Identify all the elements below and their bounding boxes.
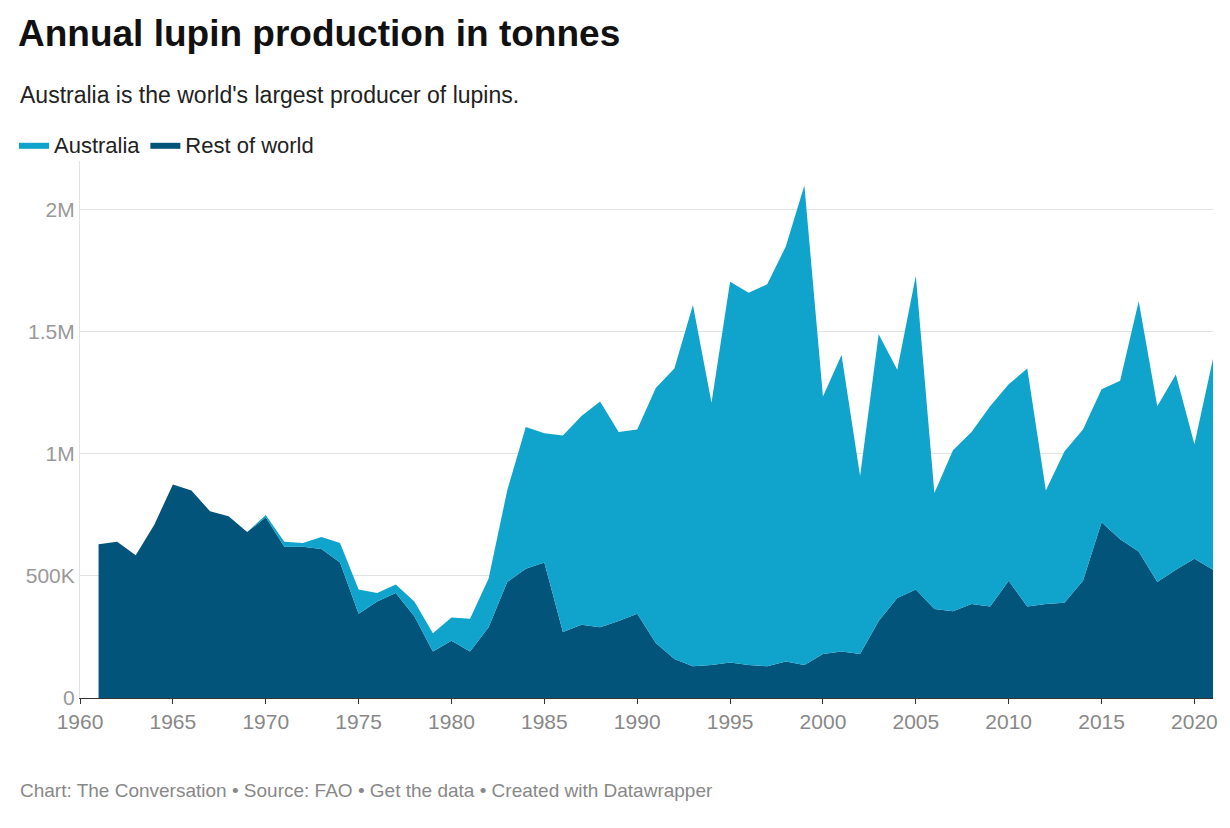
svg-text:1980: 1980 <box>428 710 475 733</box>
svg-text:1.5M: 1.5M <box>28 320 75 343</box>
svg-text:0: 0 <box>63 686 75 709</box>
svg-text:2020: 2020 <box>1171 710 1218 733</box>
svg-text:1960: 1960 <box>57 710 104 733</box>
svg-text:2015: 2015 <box>1078 710 1125 733</box>
svg-text:Rest of world: Rest of world <box>185 133 313 158</box>
svg-text:1995: 1995 <box>707 710 754 733</box>
svg-text:1M: 1M <box>46 442 75 465</box>
svg-text:1990: 1990 <box>614 710 661 733</box>
svg-text:500K: 500K <box>26 564 75 587</box>
svg-text:1965: 1965 <box>150 710 197 733</box>
svg-text:1985: 1985 <box>521 710 568 733</box>
svg-text:Australia: Australia <box>54 133 140 158</box>
svg-text:Australia is the world's large: Australia is the world's largest produce… <box>20 82 519 108</box>
svg-text:2M: 2M <box>46 198 75 221</box>
svg-text:Annual lupin production in ton: Annual lupin production in tonnes <box>18 13 620 54</box>
svg-text:1975: 1975 <box>335 710 382 733</box>
svg-text:2010: 2010 <box>985 710 1032 733</box>
svg-text:2005: 2005 <box>892 710 939 733</box>
svg-text:Chart: The Conversation • Sour: Chart: The Conversation • Source: FAO • … <box>20 780 713 801</box>
svg-text:1970: 1970 <box>242 710 289 733</box>
svg-text:2000: 2000 <box>800 710 847 733</box>
